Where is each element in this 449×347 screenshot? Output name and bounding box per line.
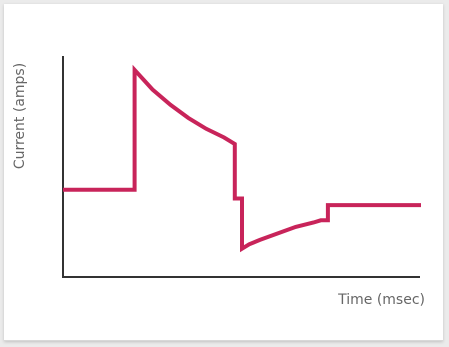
x-axis-label: Time (msec) [337,292,425,308]
y-axis-label: Current (amps) [12,63,28,169]
chart-panel [4,4,443,341]
current-series-line [63,64,421,253]
